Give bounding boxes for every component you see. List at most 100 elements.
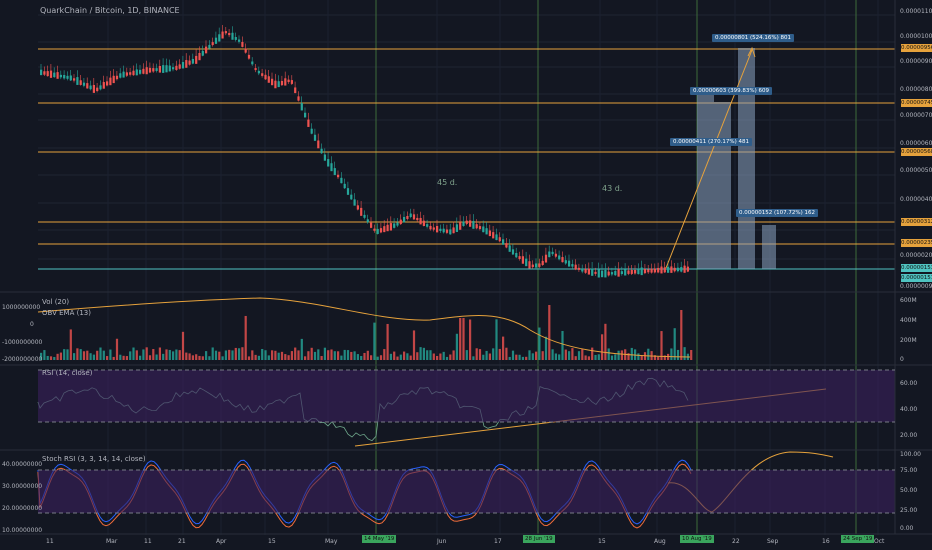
volume-bar (178, 350, 181, 360)
candle-body (310, 128, 313, 134)
volume-bar (376, 356, 379, 360)
volume-bar (379, 355, 383, 360)
candle-body (660, 266, 663, 274)
candle-body (561, 257, 564, 263)
candle-body (122, 71, 125, 78)
candle-body (551, 251, 554, 255)
volume-bar (162, 353, 165, 360)
candle-body (370, 222, 373, 228)
candle-body (69, 75, 72, 81)
candle-body (280, 80, 284, 86)
rsi-axis: 60.00 (900, 380, 918, 387)
candle-body (653, 268, 656, 273)
volume-bar (228, 349, 231, 360)
candle-body (241, 41, 244, 47)
candle-body (498, 237, 501, 242)
volume-bar (300, 338, 303, 360)
candle-body (313, 134, 317, 141)
x-highlight: 14 May '19 (362, 535, 397, 543)
candle-body (577, 267, 581, 270)
volume-bar (680, 310, 683, 360)
candle-body (40, 69, 43, 76)
candle-body (175, 65, 178, 70)
volume-bar (40, 352, 43, 360)
candle-body (109, 77, 112, 86)
candle-body (469, 220, 472, 227)
candle-body (238, 39, 241, 42)
x-highlight: 10 Aug '19 (680, 535, 714, 543)
candle-body (148, 67, 152, 73)
volume-bar (317, 349, 320, 360)
candle-body (346, 188, 350, 195)
volume-bar (307, 351, 310, 360)
candle-body (482, 226, 485, 233)
volume-bar (492, 348, 495, 360)
candle-body (581, 268, 584, 272)
volume-bar (337, 351, 340, 360)
candle-body (403, 216, 406, 223)
candle-body (59, 74, 62, 78)
volume-bar (330, 349, 333, 360)
candle-body (558, 255, 561, 260)
volume-bar (92, 354, 95, 360)
volume-bar (333, 351, 336, 360)
volume-right-axis: 400M (900, 317, 917, 324)
volume-bar (356, 354, 359, 360)
candle-body (79, 80, 82, 85)
candle-body (155, 68, 158, 71)
candle-body (528, 261, 531, 269)
candle-body (657, 267, 660, 273)
candle-body (445, 229, 449, 233)
volume-bar (657, 356, 660, 360)
candle-body (178, 64, 181, 69)
volume-bar (462, 318, 465, 360)
volume-bar (564, 349, 567, 360)
candle-body (264, 74, 267, 80)
current-price-label: 0.00000153 (901, 264, 932, 272)
candle-body (667, 266, 670, 273)
volume-bar (581, 348, 584, 360)
candle-body (56, 72, 59, 79)
volume-bar (247, 356, 251, 360)
volume-bar (346, 350, 350, 360)
candle-body (416, 217, 419, 221)
candle-body (205, 46, 208, 54)
volume-bar (198, 355, 201, 360)
candle-body (515, 252, 518, 258)
x-axis-label: Jun (437, 538, 447, 545)
volume-bar (205, 351, 208, 360)
volume-bar (511, 350, 515, 360)
volume-bar (287, 355, 290, 360)
candle-body (277, 81, 280, 88)
candle-body (419, 217, 422, 225)
stoch-left-axis: 10.00000000 (2, 527, 43, 534)
volume-bar (409, 355, 412, 360)
candle-body (643, 269, 647, 274)
volume-bar (323, 347, 326, 360)
candle-body (360, 207, 363, 216)
volume-bar (195, 354, 198, 360)
volume-bar (221, 356, 224, 360)
candle-body (261, 73, 264, 76)
candle-body (66, 75, 69, 79)
volume-bar (571, 348, 574, 360)
level-label: 0.00000568 (901, 148, 932, 156)
candle-body (343, 183, 346, 189)
volume-bar (284, 354, 287, 360)
candle-body (211, 42, 214, 46)
volume-left-axis: -2000000000 (2, 356, 43, 363)
candle-body (82, 82, 86, 86)
volume-bar (498, 348, 501, 360)
candle-body (254, 68, 257, 71)
volume-bar (360, 356, 363, 360)
candle-body (439, 228, 442, 231)
projection-box-1: 0.00000801 (524.16%) 801 (712, 34, 794, 42)
candle-body (620, 271, 623, 275)
candle-body (181, 62, 185, 69)
candle-body (191, 58, 194, 64)
volume-bar (488, 353, 491, 360)
volume-bar (518, 354, 521, 360)
